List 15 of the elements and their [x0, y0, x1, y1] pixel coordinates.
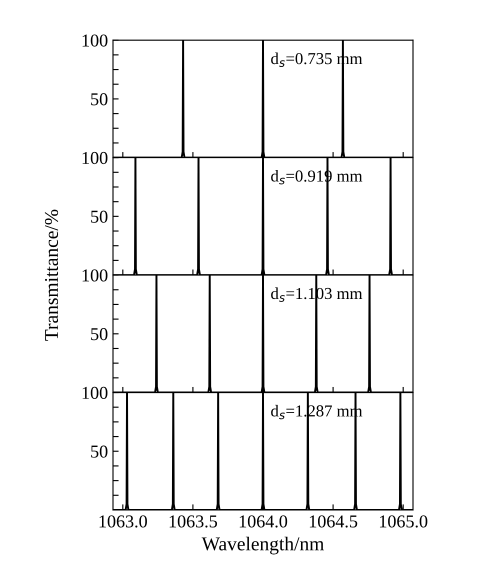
y-axis-title: Transmittance/% — [44, 210, 58, 341]
y-tick-label: 50 — [91, 210, 108, 223]
y-tick-label: 100 — [82, 386, 108, 399]
x-tick-label: 1063.5 — [170, 515, 218, 528]
y-tick-label: 100 — [82, 269, 108, 282]
x-tick-label: 1064.5 — [310, 515, 358, 528]
x-tick-label: 1065.0 — [380, 515, 428, 528]
x-axis-title: Wavelength/nm — [202, 536, 324, 554]
y-tick-label: 50 — [91, 328, 108, 340]
y-tick-label: 50 — [91, 446, 108, 458]
y-tick-label: 50 — [91, 93, 108, 106]
y-tick-label: 100 — [82, 152, 108, 164]
x-tick-label: 1064.0 — [240, 515, 288, 528]
x-tick-label: 1063.0 — [100, 515, 147, 528]
y-tick-label: 100 — [82, 34, 108, 47]
